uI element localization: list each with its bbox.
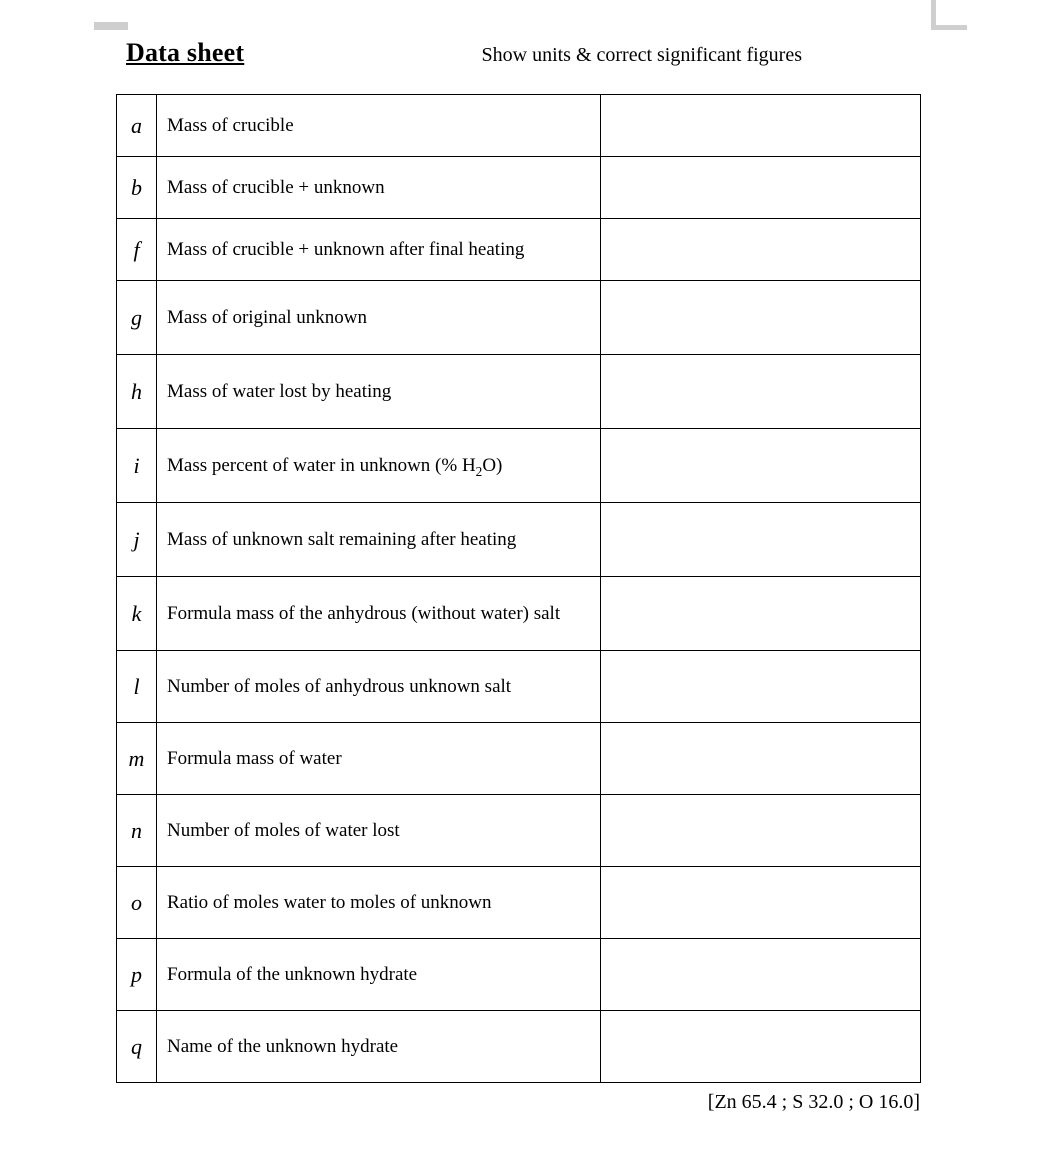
row-value[interactable] [601, 219, 921, 281]
row-description: Number of moles of water lost [157, 795, 601, 867]
header-row: Data sheet Show units & correct signific… [0, 28, 804, 68]
row-description: Formula mass of the anhydrous (without w… [157, 577, 601, 651]
row-key: q [117, 1011, 157, 1083]
row-key: f [117, 219, 157, 281]
row-description: Mass of crucible + unknown [157, 157, 601, 219]
row-value[interactable] [601, 723, 921, 795]
row-key: m [117, 723, 157, 795]
row-value[interactable] [601, 1011, 921, 1083]
page: Data sheet Show units & correct signific… [0, 0, 1046, 1175]
row-key: l [117, 651, 157, 723]
row-value[interactable] [601, 503, 921, 577]
table-row: iMass percent of water in unknown (% H2O… [117, 429, 921, 503]
row-description: Mass of original unknown [157, 281, 601, 355]
row-value[interactable] [601, 867, 921, 939]
row-key: o [117, 867, 157, 939]
margin-tick-right-horizontal [931, 25, 967, 30]
atomic-mass-footnote: [Zn 65.4 ; S 32.0 ; O 16.0] [0, 1091, 930, 1114]
table-row: hMass of water lost by heating [117, 355, 921, 429]
row-description: Formula of the unknown hydrate [157, 939, 601, 1011]
table-row: nNumber of moles of water lost [117, 795, 921, 867]
page-subtitle: Show units & correct significant figures [482, 44, 805, 67]
row-key: b [117, 157, 157, 219]
table-row: kFormula mass of the anhydrous (without … [117, 577, 921, 651]
table-row: oRatio of moles water to moles of unknow… [117, 867, 921, 939]
row-value[interactable] [601, 355, 921, 429]
data-sheet-table: aMass of cruciblebMass of crucible + unk… [116, 94, 921, 1083]
data-sheet-tbody: aMass of cruciblebMass of crucible + unk… [117, 95, 921, 1083]
row-value[interactable] [601, 651, 921, 723]
row-key: p [117, 939, 157, 1011]
row-key: h [117, 355, 157, 429]
table-row: bMass of crucible + unknown [117, 157, 921, 219]
table-row: fMass of crucible + unknown after final … [117, 219, 921, 281]
row-key: n [117, 795, 157, 867]
row-description: Ratio of moles water to moles of unknown [157, 867, 601, 939]
row-key: a [117, 95, 157, 157]
row-description: Mass of crucible + unknown after final h… [157, 219, 601, 281]
row-description: Name of the unknown hydrate [157, 1011, 601, 1083]
row-description: Mass of unknown salt remaining after hea… [157, 503, 601, 577]
table-row: gMass of original unknown [117, 281, 921, 355]
row-value[interactable] [601, 95, 921, 157]
row-description: Mass of water lost by heating [157, 355, 601, 429]
row-key: k [117, 577, 157, 651]
row-description: Number of moles of anhydrous unknown sal… [157, 651, 601, 723]
row-description: Formula mass of water [157, 723, 601, 795]
row-value[interactable] [601, 577, 921, 651]
row-key: i [117, 429, 157, 503]
table-row: mFormula mass of water [117, 723, 921, 795]
margin-tick-left [94, 22, 128, 30]
table-row: pFormula of the unknown hydrate [117, 939, 921, 1011]
row-value[interactable] [601, 795, 921, 867]
row-value[interactable] [601, 939, 921, 1011]
table-row: qName of the unknown hydrate [117, 1011, 921, 1083]
row-value[interactable] [601, 157, 921, 219]
row-key: j [117, 503, 157, 577]
row-value[interactable] [601, 429, 921, 503]
row-description: Mass percent of water in unknown (% H2O) [157, 429, 601, 503]
table-row: jMass of unknown salt remaining after he… [117, 503, 921, 577]
row-value[interactable] [601, 281, 921, 355]
table-row: aMass of crucible [117, 95, 921, 157]
row-key: g [117, 281, 157, 355]
row-description: Mass of crucible [157, 95, 601, 157]
table-row: lNumber of moles of anhydrous unknown sa… [117, 651, 921, 723]
page-title: Data sheet [126, 38, 244, 68]
